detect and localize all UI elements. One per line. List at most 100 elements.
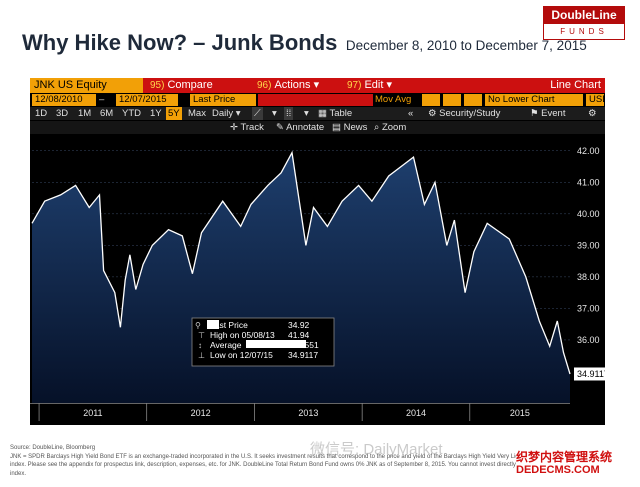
y-tick-label: 36.00: [577, 335, 600, 345]
actions-menu[interactable]: 96) Actions ▾: [255, 78, 319, 93]
x-tick-label: 2012: [191, 408, 211, 418]
start-date-field[interactable]: 12/08/2010: [32, 94, 96, 106]
view-title: Line Chart: [550, 79, 601, 91]
field-options-bar: [258, 94, 373, 106]
period-3d[interactable]: 3D: [56, 108, 69, 119]
price-area-fill: [32, 152, 570, 403]
logo-text: DoubleLine: [544, 7, 624, 24]
price-chart[interactable]: 42.00 41.00 40.00 39.00 38.00 37.00 36.00 2011…: [30, 135, 605, 425]
x-tick-label: 2013: [298, 408, 318, 418]
legend-average-bar: [246, 340, 306, 348]
settings-gear-icon[interactable]: ⚙: [588, 108, 597, 119]
chart-style-dropdown-icon[interactable]: ▾: [272, 108, 277, 119]
stats-legend[interactable]: ⚲ ⊤ ↕ ⊥ Last Price 34.92 High on 05/08/1…: [191, 317, 335, 367]
period-1m[interactable]: 1M: [78, 108, 92, 119]
track-label: Track: [240, 122, 264, 133]
y-tick-label: 42.00: [577, 146, 600, 156]
actions-dropdown-icon: ▾: [313, 79, 320, 91]
doubleline-logo: DoubleLine FUNDS: [543, 6, 625, 40]
legend-high-label: High on 05/08/13: [210, 330, 275, 340]
period-toolbar: 1D 3D 1M 6M YTD 1Y 5Y Max Daily ▾ ⟋ ▾ ⁞⁞…: [30, 107, 605, 120]
pencil-icon: ✎: [276, 122, 284, 133]
legend-pin-icon: ⚲: [195, 321, 201, 330]
annotate-tool[interactable]: ✎ Annotate: [276, 121, 324, 134]
line-style-icon[interactable]: ⟋: [252, 107, 263, 120]
news-tool[interactable]: ▤ News: [332, 121, 367, 134]
ticker-field[interactable]: JNK US Equity: [30, 78, 143, 93]
mov-avg-label[interactable]: Mov Avg: [375, 94, 412, 105]
actions-menu-number: 96): [257, 80, 272, 91]
magnifier-icon: ⌕: [374, 122, 380, 133]
legend-high-marker-icon: ⊤: [198, 331, 205, 340]
table-button[interactable]: ▦ Table: [318, 107, 352, 120]
period-1y[interactable]: 1Y: [150, 108, 162, 119]
zoom-label: Zoom: [381, 122, 407, 133]
edit-menu[interactable]: 97) Edit ▾: [345, 78, 392, 93]
date-range-separator: –: [99, 94, 105, 105]
legend-average-value: 39.6551: [288, 340, 319, 350]
legend-low-marker-icon: ⊥: [198, 351, 205, 360]
mov-avg-box-3[interactable]: [464, 94, 482, 106]
frequency-dropdown-icon: ▾: [235, 108, 241, 119]
wechat-watermark: 微信号: DailyMarket: [310, 441, 443, 458]
study-icon: ⚙: [428, 108, 437, 119]
slide-title-main: Why Hike Now? – Junk Bonds: [22, 30, 338, 55]
lower-chart-select[interactable]: No Lower Chart: [485, 94, 583, 106]
y-tick-label: 37.00: [577, 303, 600, 313]
collapse-icon[interactable]: «: [408, 108, 414, 119]
period-1d[interactable]: 1D: [35, 108, 48, 119]
period-max[interactable]: Max: [188, 108, 206, 119]
x-tick-label: 2011: [83, 408, 102, 418]
legend-average-label: Average: [210, 340, 242, 350]
event-label: Event: [541, 108, 566, 119]
actions-menu-label: Actions: [274, 79, 311, 91]
mov-avg-box-1[interactable]: [422, 94, 440, 106]
bar-style-dropdown-icon[interactable]: ▾: [304, 108, 309, 119]
edit-menu-number: 97): [347, 80, 362, 91]
flag-icon: ⚑: [530, 108, 539, 119]
x-tick-label: 2015: [510, 408, 530, 418]
crosshair-icon: ✛: [230, 122, 238, 133]
slide-title: Why Hike Now? – Junk Bonds December 8, 2…: [22, 30, 587, 56]
footer-source: Source: DoubleLine, Bloomberg: [10, 445, 96, 451]
edit-dropdown-icon: ▾: [386, 79, 393, 91]
terminal-settings-bar: 12/08/2010 – 12/07/2015 Last Price Mov A…: [30, 94, 605, 106]
y-tick-label: 38.00: [577, 272, 600, 282]
period-6m[interactable]: 6M: [100, 108, 114, 119]
y-tick-label: 41.00: [577, 177, 600, 187]
mov-avg-box-2[interactable]: [443, 94, 461, 106]
end-date-field[interactable]: 12/07/2015: [116, 94, 178, 106]
security-study-label: Security/Study: [439, 108, 501, 119]
period-ytd[interactable]: YTD: [122, 108, 141, 119]
legend-high-value: 41.94: [288, 330, 310, 340]
security-study-button[interactable]: ⚙ Security/Study: [428, 107, 500, 120]
y-axis: 42.00 41.00 40.00 39.00 38.00 37.00 36.00: [577, 146, 600, 345]
last-value-tag: 34.9117: [574, 367, 605, 381]
legend-last-price-value: 34.92: [288, 320, 310, 330]
compare-menu-label: Compare: [167, 79, 213, 91]
compare-menu[interactable]: 95) Compare: [148, 78, 213, 93]
bar-style-icon[interactable]: ⁞⁞: [284, 107, 294, 120]
zoom-tool[interactable]: ⌕ Zoom: [374, 121, 406, 134]
price-field-select[interactable]: Last Price: [190, 94, 256, 106]
period-5y[interactable]: 5Y: [166, 107, 182, 120]
annotate-label: Annotate: [286, 122, 325, 133]
terminal-command-bar: JNK US Equity 95) Compare 96) Actions ▾ 97…: [30, 78, 605, 93]
compare-menu-number: 95): [150, 80, 165, 91]
y-tick-label: 40.00: [577, 209, 600, 219]
legend-average-marker-icon: ↕: [198, 341, 202, 350]
legend-swatch: [207, 320, 219, 329]
edit-menu-label: Edit: [364, 79, 384, 91]
x-axis: 2011 2012 2013 2014 2015: [30, 403, 570, 421]
track-tool[interactable]: ✛ Track: [230, 121, 264, 134]
site-badge: 织梦内容管理系统 DEDECMS.COM: [516, 450, 634, 480]
y-tick-label: 39.00: [577, 240, 600, 250]
news-label: News: [343, 122, 368, 133]
event-button[interactable]: ⚑ Event: [530, 107, 565, 120]
legend-last-price-label: Last Price: [210, 320, 248, 330]
currency-select[interactable]: USD: [586, 94, 605, 106]
chart-tools-bar: ✛ Track ✎ Annotate ▤ News ⌕ Zoom: [30, 121, 605, 134]
price-line: [31, 150, 571, 375]
slide-footer: Source: DoubleLine, Bloomberg JNK = SPDR…: [10, 444, 620, 478]
frequency-select[interactable]: Daily ▾: [212, 107, 241, 120]
